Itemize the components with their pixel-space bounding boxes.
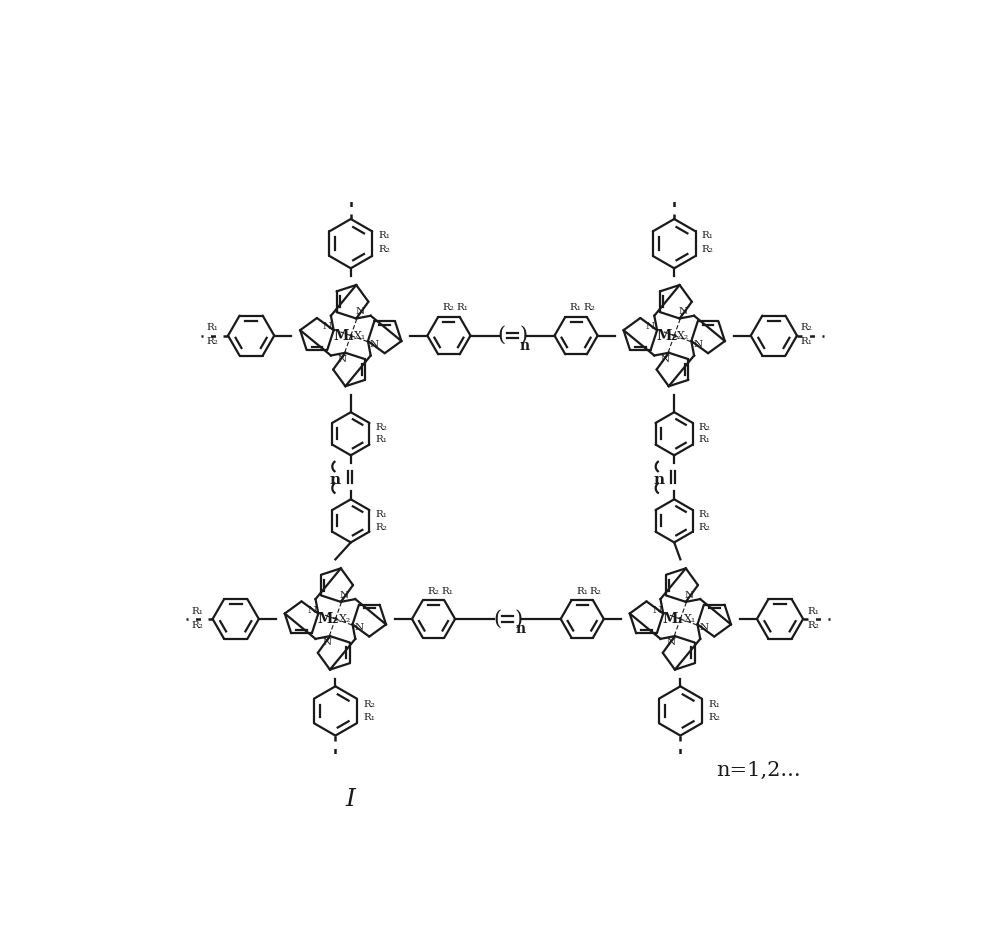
- Text: N: N: [355, 307, 364, 316]
- Text: R₁: R₁: [699, 510, 711, 519]
- Text: n=1,2...: n=1,2...: [717, 761, 801, 781]
- Text: R₂: R₂: [443, 303, 455, 313]
- Text: R₂: R₂: [363, 700, 375, 709]
- Text: R₁: R₁: [441, 587, 453, 595]
- Text: N: N: [685, 591, 694, 600]
- Text: I: I: [346, 788, 356, 812]
- Text: R₁: R₁: [363, 712, 375, 722]
- Text: R₁: R₁: [375, 435, 387, 445]
- Text: M₂: M₂: [318, 612, 339, 626]
- Text: N: N: [322, 638, 331, 647]
- Text: n: n: [520, 339, 530, 353]
- Text: N: N: [693, 340, 702, 349]
- Text: R₁: R₁: [191, 607, 203, 616]
- Text: N: N: [307, 606, 316, 615]
- Text: R₁: R₁: [699, 435, 711, 445]
- Text: R₂: R₂: [379, 245, 390, 255]
- Text: R₁: R₁: [576, 587, 588, 595]
- Text: R₂: R₂: [375, 522, 387, 532]
- Text: M₁: M₁: [333, 329, 355, 343]
- Text: (: (: [498, 326, 506, 345]
- Text: N: N: [323, 322, 332, 331]
- Text: N: N: [340, 591, 349, 600]
- Text: R₁: R₁: [570, 303, 582, 313]
- Text: R₁: R₁: [708, 700, 720, 709]
- Text: M₁: M₁: [663, 612, 684, 626]
- Text: R₂: R₂: [708, 712, 720, 722]
- Text: M₂: M₂: [657, 329, 678, 343]
- Text: N: N: [370, 340, 379, 349]
- Text: R₂: R₂: [699, 423, 711, 432]
- Text: n: n: [330, 474, 341, 488]
- Text: N: N: [700, 623, 709, 633]
- Text: R₁: R₁: [379, 231, 390, 241]
- Text: ): ): [519, 326, 527, 345]
- Text: R₂: R₂: [427, 587, 439, 595]
- Text: R₂: R₂: [375, 423, 387, 432]
- Text: X₁: X₁: [683, 614, 696, 624]
- Text: N: N: [667, 638, 676, 647]
- Text: N: N: [646, 322, 655, 331]
- Text: R₂: R₂: [206, 337, 218, 346]
- Text: R₁: R₁: [375, 510, 387, 519]
- Text: N: N: [355, 623, 364, 633]
- Text: R₂: R₂: [191, 621, 203, 630]
- Text: N: N: [337, 355, 347, 364]
- Text: X₂: X₂: [339, 614, 351, 624]
- Text: R₁: R₁: [457, 303, 469, 313]
- Text: R₂: R₂: [699, 522, 711, 532]
- Text: R₁: R₁: [206, 324, 218, 332]
- Text: N: N: [652, 606, 661, 615]
- Text: X₂: X₂: [677, 330, 690, 341]
- Text: R₁: R₁: [801, 337, 813, 346]
- Text: (: (: [493, 609, 501, 628]
- Text: N: N: [678, 307, 688, 316]
- Text: R₁: R₁: [702, 231, 714, 241]
- Text: ): ): [515, 609, 523, 628]
- Text: X₁: X₁: [354, 330, 366, 341]
- Text: R₁: R₁: [807, 607, 819, 616]
- Text: R₂: R₂: [801, 324, 813, 332]
- Text: n: n: [653, 474, 664, 488]
- Text: R₂: R₂: [590, 587, 602, 595]
- Text: R₂: R₂: [584, 303, 596, 313]
- Text: R₂: R₂: [702, 245, 714, 255]
- Text: N: N: [661, 355, 670, 364]
- Text: R₂: R₂: [807, 621, 819, 630]
- Text: n: n: [515, 622, 525, 636]
